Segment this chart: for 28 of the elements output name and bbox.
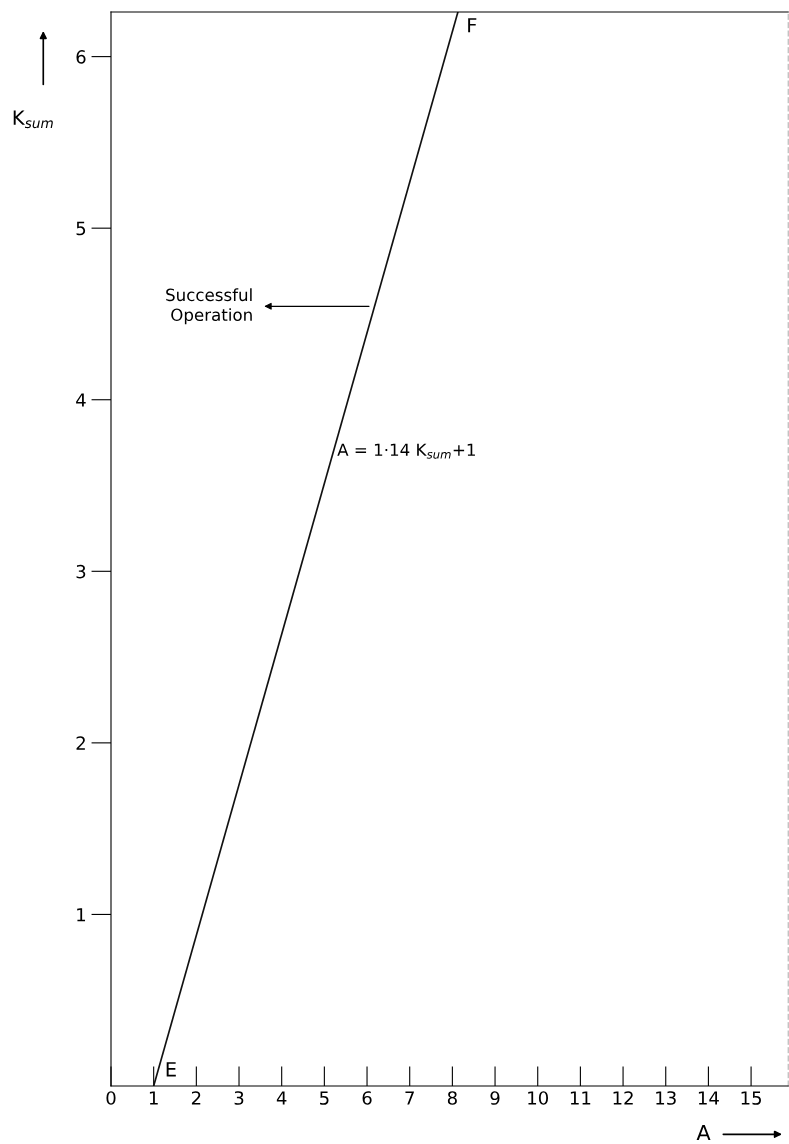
x-tick-label: 15: [741, 1091, 761, 1105]
x-tick-label: 11: [570, 1091, 591, 1105]
x-tick-label: 6: [362, 1091, 372, 1105]
x-tick-label: 1: [149, 1091, 158, 1105]
y-tick-label: 4: [76, 393, 86, 407]
y-axis-title: K$_{sum}$: [13, 110, 53, 129]
x-tick-label: 9: [490, 1091, 500, 1105]
annotation: E: [166, 1062, 176, 1077]
annotation: F: [468, 18, 477, 33]
x-tick-label: 3: [234, 1091, 244, 1105]
annotation: A = 1·14 K$_{sum}$+1: [337, 443, 475, 459]
x-tick-label: 12: [613, 1091, 633, 1105]
x-tick-label: 5: [320, 1091, 329, 1105]
x-tick-label: 14: [698, 1091, 719, 1105]
y-tick-label: 1: [77, 908, 86, 922]
x-tick-label: 4: [276, 1091, 287, 1105]
y-tick-label: 6: [76, 50, 86, 64]
x-axis-title: A: [696, 1124, 711, 1141]
y-tick-label: 2: [76, 736, 85, 750]
annotation: Successful Operation: [166, 288, 252, 325]
x-tick-label: 10: [528, 1091, 549, 1105]
x-tick-label: 0: [106, 1091, 116, 1105]
x-tick-label: 7: [405, 1091, 414, 1105]
y-tick-label: 3: [76, 564, 86, 579]
x-tick-label: 8: [447, 1091, 457, 1105]
x-tick-label: 2: [191, 1091, 201, 1105]
y-tick-label: 5: [76, 221, 86, 236]
x-tick-label: 13: [656, 1091, 676, 1105]
